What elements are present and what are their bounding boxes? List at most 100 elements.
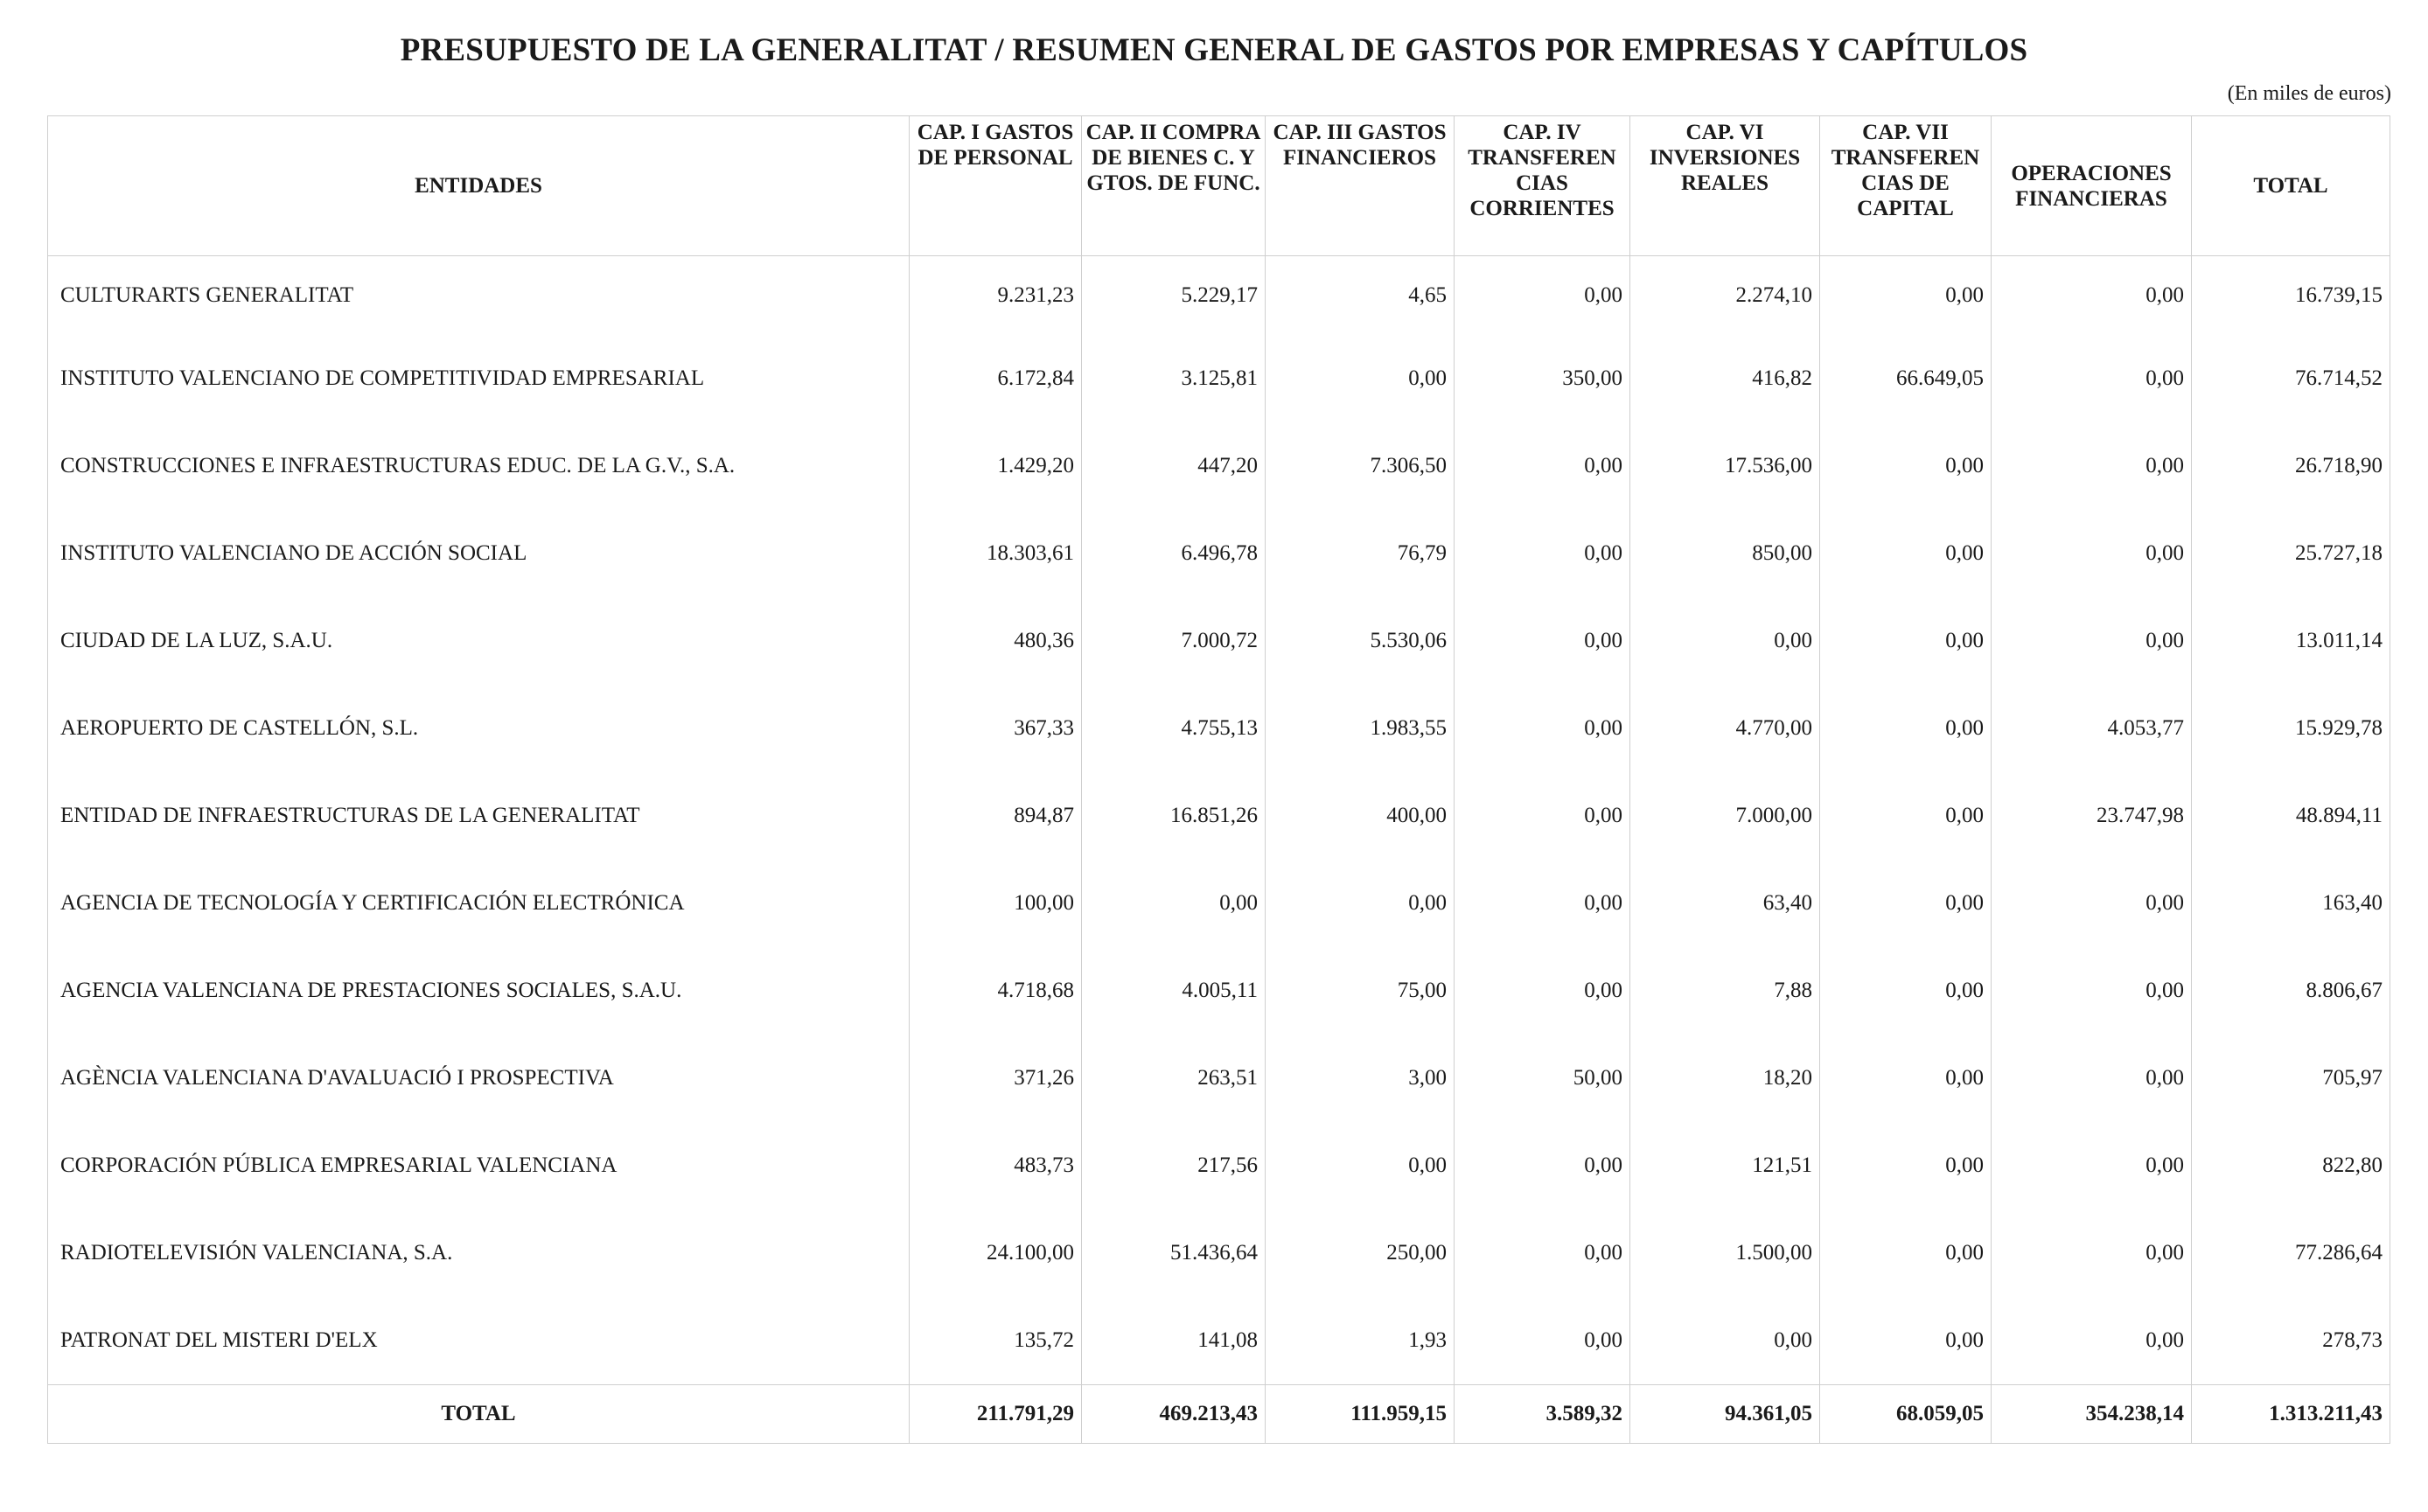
value-cell: 1.983,55: [1265, 685, 1455, 772]
column-header-cap-1: CAP. I GASTOS DE PERSONAL: [909, 115, 1082, 256]
value-cell: 5.530,06: [1265, 597, 1455, 685]
value-cell: 0,00: [1454, 685, 1630, 772]
row-total-cell: 48.894,11: [2191, 772, 2390, 860]
value-cell: 135,72: [909, 1297, 1082, 1385]
table-body: CULTURARTS GENERALITAT 9.231,23 5.229,17…: [47, 255, 2390, 1385]
value-cell: 1.500,00: [1629, 1209, 1820, 1297]
value-cell: 371,26: [909, 1035, 1082, 1122]
row-total-cell: 25.727,18: [2191, 510, 2390, 597]
value-cell: 18.303,61: [909, 510, 1082, 597]
value-cell: 0,00: [1991, 597, 2192, 685]
total-row: TOTAL 211.791,29 469.213,43 111.959,15 3…: [47, 1384, 2390, 1444]
value-cell: 7.306,50: [1265, 422, 1455, 510]
value-cell: 480,36: [909, 597, 1082, 685]
value-cell: 0,00: [1819, 947, 1992, 1035]
value-cell: 0,00: [1265, 1122, 1455, 1209]
table-header: ENTIDADES CAP. I GASTOS DE PERSONAL CAP.…: [47, 115, 2390, 256]
value-cell: 250,00: [1265, 1209, 1455, 1297]
value-cell: 4.005,11: [1081, 947, 1266, 1035]
value-cell: 0,00: [1454, 1297, 1630, 1385]
entity-cell: AGÈNCIA VALENCIANA D'AVALUACIÓ I PROSPEC…: [47, 1035, 910, 1122]
value-cell: 1.429,20: [909, 422, 1082, 510]
value-cell: 18,20: [1629, 1035, 1820, 1122]
table-row: CULTURARTS GENERALITAT 9.231,23 5.229,17…: [47, 255, 2390, 335]
table-row: INSTITUTO VALENCIANO DE ACCIÓN SOCIAL 18…: [47, 510, 2390, 597]
entity-cell: CORPORACIÓN PÚBLICA EMPRESARIAL VALENCIA…: [47, 1122, 910, 1209]
value-cell: 3,00: [1265, 1035, 1455, 1122]
value-cell: 0,00: [1629, 597, 1820, 685]
column-header-total: TOTAL: [2191, 115, 2390, 256]
column-header-entidades: ENTIDADES: [47, 115, 910, 256]
total-cell: 94.361,05: [1629, 1384, 1820, 1444]
column-header-cap-4: CAP. IV TRANSFEREN CIAS CORRIENTES: [1454, 115, 1630, 256]
entity-cell: AEROPUERTO DE CASTELLÓN, S.L.: [47, 685, 910, 772]
value-cell: 0,00: [1454, 947, 1630, 1035]
value-cell: 17.536,00: [1629, 422, 1820, 510]
row-total-cell: 77.286,64: [2191, 1209, 2390, 1297]
value-cell: 0,00: [1991, 860, 2192, 947]
value-cell: 350,00: [1454, 335, 1630, 422]
value-cell: 0,00: [1819, 1122, 1992, 1209]
header-row: ENTIDADES CAP. I GASTOS DE PERSONAL CAP.…: [47, 115, 2390, 256]
table-row: ENTIDAD DE INFRAESTRUCTURAS DE LA GENERA…: [47, 772, 2390, 860]
total-cell: 354.238,14: [1991, 1384, 2192, 1444]
total-cell: 3.589,32: [1454, 1384, 1630, 1444]
table-row: CORPORACIÓN PÚBLICA EMPRESARIAL VALENCIA…: [47, 1122, 2390, 1209]
value-cell: 0,00: [1081, 860, 1266, 947]
value-cell: 483,73: [909, 1122, 1082, 1209]
value-cell: 0,00: [1454, 1122, 1630, 1209]
row-total-cell: 76.714,52: [2191, 335, 2390, 422]
value-cell: 4.053,77: [1991, 685, 2192, 772]
value-cell: 76,79: [1265, 510, 1455, 597]
table-row: CIUDAD DE LA LUZ, S.A.U. 480,36 7.000,72…: [47, 597, 2390, 685]
value-cell: 9.231,23: [909, 255, 1082, 335]
entity-cell: PATRONAT DEL MISTERI D'ELX: [47, 1297, 910, 1385]
value-cell: 0,00: [1454, 255, 1630, 335]
column-header-cap-3: CAP. III GASTOS FINANCIEROS: [1265, 115, 1455, 256]
budget-table: ENTIDADES CAP. I GASTOS DE PERSONAL CAP.…: [47, 115, 2390, 1444]
value-cell: 0,00: [1991, 1209, 2192, 1297]
value-cell: 7.000,72: [1081, 597, 1266, 685]
value-cell: 0,00: [1991, 1035, 2192, 1122]
value-cell: 416,82: [1629, 335, 1820, 422]
value-cell: 16.851,26: [1081, 772, 1266, 860]
value-cell: 24.100,00: [909, 1209, 1082, 1297]
table-row: INSTITUTO VALENCIANO DE COMPETITIVIDAD E…: [47, 335, 2390, 422]
value-cell: 0,00: [1819, 597, 1992, 685]
value-cell: 0,00: [1454, 860, 1630, 947]
value-cell: 0,00: [1819, 1297, 1992, 1385]
entity-cell: INSTITUTO VALENCIANO DE COMPETITIVIDAD E…: [47, 335, 910, 422]
value-cell: 6.496,78: [1081, 510, 1266, 597]
value-cell: 75,00: [1265, 947, 1455, 1035]
value-cell: 7.000,00: [1629, 772, 1820, 860]
value-cell: 0,00: [1991, 422, 2192, 510]
value-cell: 367,33: [909, 685, 1082, 772]
row-total-cell: 705,97: [2191, 1035, 2390, 1122]
value-cell: 7,88: [1629, 947, 1820, 1035]
total-label: TOTAL: [47, 1384, 910, 1444]
value-cell: 0,00: [1819, 685, 1992, 772]
table-row: AGENCIA DE TECNOLOGÍA Y CERTIFICACIÓN EL…: [47, 860, 2390, 947]
value-cell: 0,00: [1991, 1297, 2192, 1385]
value-cell: 0,00: [1819, 422, 1992, 510]
table-row: RADIOTELEVISIÓN VALENCIANA, S.A. 24.100,…: [47, 1209, 2390, 1297]
value-cell: 50,00: [1454, 1035, 1630, 1122]
value-cell: 0,00: [1454, 510, 1630, 597]
row-total-cell: 16.739,15: [2191, 255, 2390, 335]
table-row: PATRONAT DEL MISTERI D'ELX 135,72 141,08…: [47, 1297, 2390, 1385]
entity-cell: CIUDAD DE LA LUZ, S.A.U.: [47, 597, 910, 685]
value-cell: 0,00: [1265, 335, 1455, 422]
value-cell: 0,00: [1265, 860, 1455, 947]
value-cell: 0,00: [1454, 1209, 1630, 1297]
entity-cell: AGENCIA VALENCIANA DE PRESTACIONES SOCIA…: [47, 947, 910, 1035]
entity-cell: CONSTRUCCIONES E INFRAESTRUCTURAS EDUC. …: [47, 422, 910, 510]
value-cell: 2.274,10: [1629, 255, 1820, 335]
value-cell: 0,00: [1454, 422, 1630, 510]
value-cell: 0,00: [1629, 1297, 1820, 1385]
entity-cell: INSTITUTO VALENCIANO DE ACCIÓN SOCIAL: [47, 510, 910, 597]
value-cell: 0,00: [1819, 772, 1992, 860]
value-cell: 5.229,17: [1081, 255, 1266, 335]
value-cell: 4.755,13: [1081, 685, 1266, 772]
value-cell: 400,00: [1265, 772, 1455, 860]
value-cell: 0,00: [1819, 1035, 1992, 1122]
